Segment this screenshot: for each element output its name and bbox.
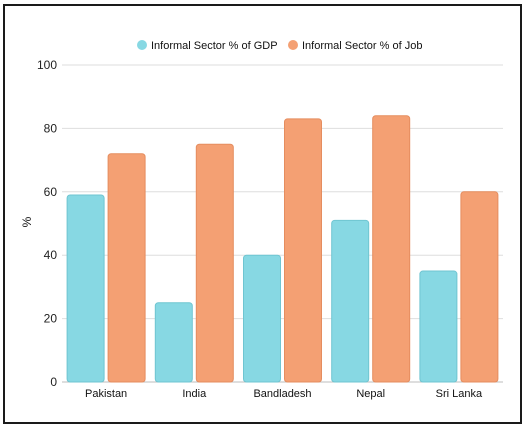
y-tick-label: 60 (44, 185, 58, 199)
x-tick-label: Nepal (356, 388, 385, 400)
bar-job-nepal (372, 115, 411, 383)
bar-job-sri-lanka (460, 191, 499, 383)
bar-job-pakistan (107, 153, 146, 383)
bars (66, 115, 499, 383)
x-tick-label: Pakistan (85, 388, 127, 400)
legend-label: Informal Sector % of Job (302, 40, 422, 52)
bar-job-bandladesh (284, 118, 322, 383)
legend-swatch (288, 40, 298, 50)
bar-gdp-bandladesh (243, 254, 281, 383)
y-tick-label: 20 (44, 312, 58, 326)
y-tick-label: 0 (50, 375, 57, 389)
y-tick-label: 100 (37, 58, 57, 72)
bar-gdp-sri-lanka (419, 270, 458, 383)
y-tick-label: 80 (44, 121, 58, 135)
x-tick-label: Bandladesh (253, 388, 311, 400)
legend-label: Informal Sector % of GDP (151, 40, 278, 52)
x-tick-label: India (182, 388, 207, 400)
legend-swatch (137, 40, 147, 50)
bar-gdp-india (154, 302, 193, 383)
bar-gdp-nepal (331, 219, 370, 383)
y-axis-ticks: 0 20 40 60 80 100 (37, 58, 57, 389)
x-axis-categories: Pakistan India Bandladesh Nepal Sri Lanka (85, 388, 483, 400)
bar-gdp-pakistan (66, 194, 105, 383)
y-axis-label: % (20, 216, 34, 227)
legend: Informal Sector % of GDP Informal Sector … (137, 40, 422, 52)
y-tick-label: 40 (44, 248, 58, 262)
bar-job-india (195, 143, 234, 383)
x-tick-label: Sri Lanka (436, 388, 483, 400)
